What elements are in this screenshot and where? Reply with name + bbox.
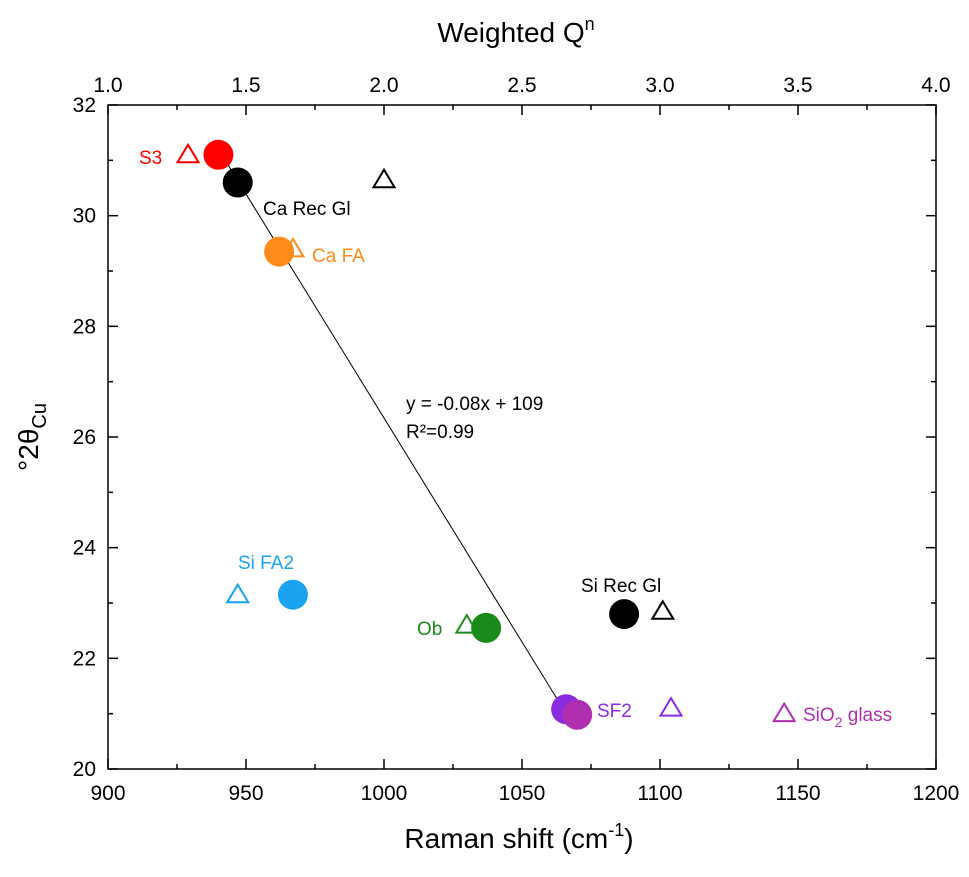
label-ca-fa: Ca FA [312, 246, 365, 267]
data-point-circle [277, 579, 308, 610]
y-tick-label: 20 [73, 758, 96, 781]
x-tick-label: 1100 [637, 782, 682, 805]
x2-tick-label: 3.5 [783, 74, 812, 97]
label-ob: Ob [417, 619, 442, 640]
label-si-fa2: Si FA2 [238, 553, 294, 574]
data-point-circle [222, 167, 253, 198]
label-ca-rec-gl: Ca Rec Gl [263, 199, 351, 220]
data-point-circle [609, 599, 640, 630]
data-point-triangle [371, 167, 397, 189]
y-tick-label: 26 [73, 426, 96, 449]
fit-r-squared: R²=0.99 [406, 422, 474, 443]
data-point-triangle [454, 613, 480, 634]
label-sio2-glass: SiO2 glass [803, 705, 892, 730]
regression-line [220, 153, 567, 714]
x-tick-label: 1050 [499, 782, 546, 805]
y-tick-label: 22 [73, 647, 96, 670]
data-point-triangle [280, 236, 306, 258]
data-point-triangle [225, 582, 250, 604]
fit-equation: y = -0.08x + 109 [406, 394, 543, 415]
ticks-layer: 900 950 1000 1050 1100 1150 1200 1.0 1.5 2.0 2.5 3.… [73, 74, 960, 805]
x-tick-label: 900 [90, 782, 125, 805]
x-tick-label: 1150 [775, 782, 820, 805]
marks-layer [175, 139, 797, 730]
y-tick-label: 30 [73, 205, 96, 228]
label-sf2: SF2 [597, 701, 632, 722]
label-si-rec-gl: Si Rec Gl [581, 576, 661, 597]
data-point-triangle [650, 599, 676, 620]
x2-tick-label: 2.5 [507, 74, 536, 97]
data-point-circle [471, 612, 502, 643]
y-axis-title: °2θCu [13, 403, 51, 471]
y-tick-label: 28 [73, 315, 96, 338]
data-point-triangle [771, 701, 797, 723]
x2-axis-title: Weighted Qn [437, 14, 594, 48]
x2-tick-label: 2.0 [369, 74, 398, 97]
x2-tick-label: 1.0 [93, 74, 122, 97]
y-tick-label: 24 [73, 537, 97, 560]
data-point-circle [203, 139, 234, 170]
data-point-circle [264, 236, 295, 267]
data-point-triangle [658, 696, 684, 717]
x2-tick-label: 3.0 [645, 74, 674, 97]
y-tick-label: 32 [73, 94, 96, 117]
x2-tick-label: 4.0 [921, 74, 950, 97]
data-point-circle [562, 699, 593, 730]
x-axis-title: Raman shift (cm-1) [404, 820, 633, 854]
data-point-triangle [175, 142, 201, 164]
label-s3: S3 [139, 148, 162, 169]
x-tick-label: 1200 [913, 782, 960, 805]
x-tick-label: 950 [228, 782, 263, 805]
x2-tick-label: 1.5 [231, 74, 260, 97]
plot-frame [107, 104, 937, 770]
x-tick-label: 1000 [361, 782, 408, 805]
